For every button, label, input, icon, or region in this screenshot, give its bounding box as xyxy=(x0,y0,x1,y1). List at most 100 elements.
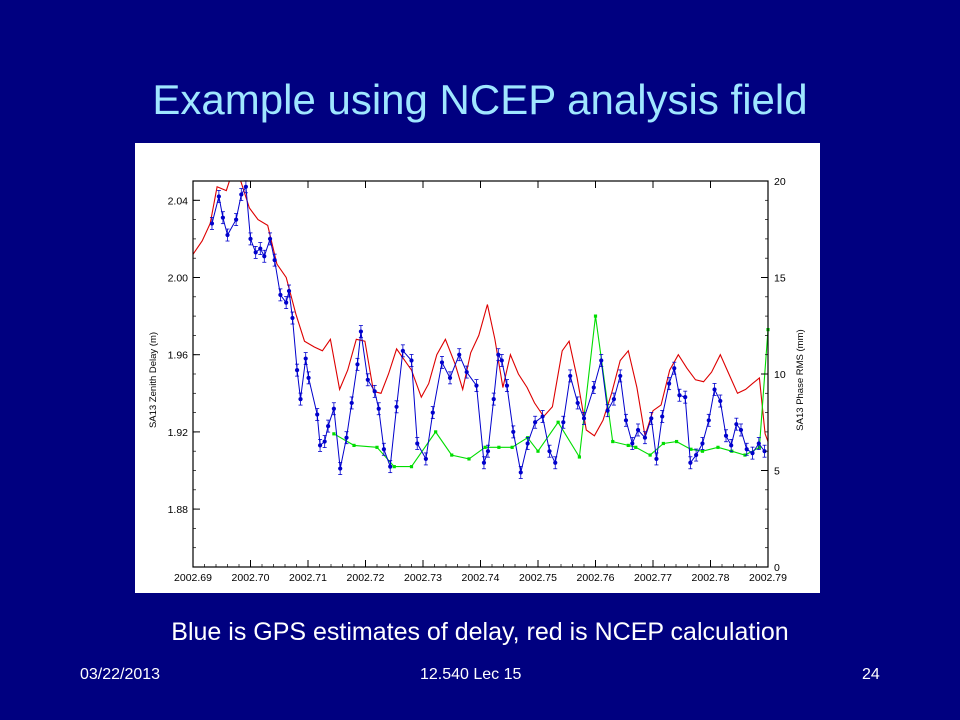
gps-point xyxy=(253,250,258,255)
gps-point xyxy=(338,466,343,471)
gps-point xyxy=(738,427,744,433)
gps-point xyxy=(267,236,273,241)
rms-point xyxy=(375,445,379,449)
rms-point xyxy=(497,445,501,449)
rms-point xyxy=(483,445,487,449)
gps-point xyxy=(278,292,283,297)
rms-point xyxy=(634,445,638,449)
y-tick-label: 1.88 xyxy=(168,504,189,516)
gps-point xyxy=(591,385,596,390)
gps-point xyxy=(239,192,244,197)
gps-point xyxy=(372,389,377,394)
gps-point xyxy=(734,422,739,427)
axes-layer: 2002.69 2002.70 2002.71 2002.72 2002.73 2002.… xyxy=(168,176,788,584)
gps-point xyxy=(756,441,761,446)
gps-point xyxy=(605,408,610,413)
gps-point xyxy=(394,404,399,409)
gps-point xyxy=(306,375,311,380)
chart-svg: 2002.69 2002.70 2002.71 2002.72 2002.73 2002.… xyxy=(148,176,806,584)
y-tick-label: 2.04 xyxy=(168,195,189,207)
x-tick-label: 2002.77 xyxy=(634,572,672,584)
footer-page-number: 24 xyxy=(862,666,880,683)
rms-point xyxy=(611,439,615,444)
gps-point xyxy=(430,410,435,415)
rms-point xyxy=(648,453,652,457)
gps-point xyxy=(660,414,665,419)
gps-point xyxy=(303,356,308,361)
slide-title: Example using NCEP analysis field xyxy=(152,76,808,123)
gps-point xyxy=(683,395,688,400)
gps-point xyxy=(499,358,504,363)
gps-point xyxy=(415,441,420,446)
gps-point xyxy=(618,373,623,379)
gps-point xyxy=(547,449,552,454)
x-tick-label: 2002.76 xyxy=(577,572,615,584)
rms-point xyxy=(700,449,705,453)
gps-point xyxy=(525,441,530,446)
y-tick-label: 2.00 xyxy=(168,273,189,285)
gps-point xyxy=(718,398,723,404)
y2-tick-label: 5 xyxy=(774,466,780,478)
gps-point xyxy=(298,396,303,402)
gps-point xyxy=(381,447,386,452)
gps-point xyxy=(511,429,516,434)
rms-point xyxy=(536,449,540,453)
gps-point xyxy=(331,406,336,411)
gps-point xyxy=(694,452,699,458)
rms-point xyxy=(757,445,761,449)
gps-point xyxy=(447,375,453,380)
gps-point xyxy=(284,300,289,305)
y2-axis-label: SA13 Phase RMS (mm) xyxy=(795,329,806,430)
gps-point xyxy=(667,381,672,386)
gps-point xyxy=(365,377,370,382)
gps-point xyxy=(355,362,360,367)
gps-point xyxy=(561,420,566,425)
rms-point xyxy=(593,314,598,318)
gps-point xyxy=(688,460,693,465)
x-tick-label: 2002.74 xyxy=(462,572,500,584)
rms-point xyxy=(510,445,514,449)
gps-point xyxy=(762,449,767,454)
series-line-gps xyxy=(211,185,765,473)
gps-point xyxy=(672,366,677,371)
rms-point xyxy=(661,441,665,446)
gps-point xyxy=(504,383,510,388)
gps-point xyxy=(248,236,253,241)
y2-tick-label: 20 xyxy=(774,176,786,188)
x-tick-label: 2002.78 xyxy=(692,572,730,584)
gps-point xyxy=(540,414,545,419)
gps-point xyxy=(712,387,717,392)
rms-point xyxy=(577,455,581,459)
lines-layer xyxy=(193,180,770,479)
gps-point xyxy=(575,400,580,406)
rms-point xyxy=(674,439,679,444)
footer-course: 12.540 Lec 15 xyxy=(420,666,522,683)
plot-border xyxy=(192,180,769,568)
gps-point xyxy=(635,427,641,433)
gps-point xyxy=(290,315,295,321)
gps-point xyxy=(439,360,445,365)
gps-point xyxy=(409,358,414,363)
gps-point xyxy=(272,258,277,263)
gps-point xyxy=(243,184,248,189)
rms-point xyxy=(556,420,560,424)
gps-point xyxy=(581,416,587,421)
gps-point xyxy=(349,400,354,406)
gps-point xyxy=(481,460,487,465)
rms-point xyxy=(352,443,356,448)
gps-point xyxy=(611,396,616,402)
gps-point xyxy=(744,447,749,452)
gps-point xyxy=(388,464,393,469)
gps-point xyxy=(220,215,225,220)
gps-point xyxy=(344,435,349,440)
gps-point xyxy=(474,383,479,388)
rms-point xyxy=(626,443,630,448)
gps-point xyxy=(286,288,292,294)
x-tick-label: 2002.75 xyxy=(519,572,557,584)
x-tick-label: 2002.69 xyxy=(174,572,212,584)
gps-point xyxy=(518,470,523,475)
rms-point xyxy=(467,457,471,461)
y-axis-label: SA13 Zenith Delay (m) xyxy=(148,332,159,428)
gps-point xyxy=(457,352,462,357)
rms-point xyxy=(392,465,396,469)
